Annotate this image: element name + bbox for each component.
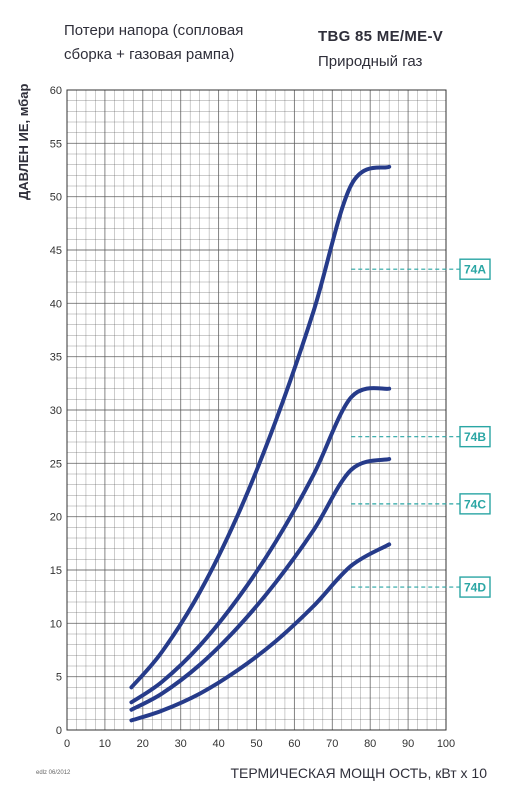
- y-tick-label: 5: [56, 672, 62, 684]
- x-tick-label: 60: [288, 738, 300, 750]
- callout-box-74C: [459, 493, 491, 515]
- x-tick-label: 40: [212, 738, 224, 750]
- callout-label-74A: 74A: [464, 263, 486, 277]
- x-tick-label: 80: [364, 738, 376, 750]
- x-tick-label: 0: [64, 738, 70, 750]
- x-axis-label: ТЕРМИЧЕСКАЯ МОЩН ОСТЬ, кВт x 10: [230, 765, 487, 781]
- series-line-74D: [129, 542, 392, 723]
- callout-box-74D: [459, 576, 491, 598]
- x-tick-label: 50: [250, 738, 262, 750]
- callout-label-74B: 74B: [464, 430, 486, 444]
- y-tick-label: 0: [56, 725, 62, 737]
- y-tick-label: 60: [50, 85, 62, 97]
- edition-note: edlz 06/2012: [36, 770, 71, 776]
- callout-box-74A: [459, 258, 491, 280]
- y-tick-label: 15: [50, 565, 62, 577]
- y-tick-label: 10: [50, 618, 62, 630]
- y-tick-label: 50: [50, 192, 62, 204]
- chart-subtitle-line-1: Потери напора (сопловая: [64, 22, 244, 39]
- y-tick-label: 20: [50, 512, 62, 524]
- callout-label-74C: 74C: [464, 497, 486, 511]
- y-tick-label: 45: [50, 245, 62, 257]
- plot-frame: [66, 89, 447, 731]
- series-line-74A: [129, 164, 392, 690]
- chart-subtitle-line-2: сборка + газовая рампа): [64, 46, 235, 63]
- x-tick-label: 70: [326, 738, 338, 750]
- fuel-type: Природный газ: [318, 53, 423, 70]
- x-tick-label: 100: [437, 738, 455, 750]
- model-title: TBG 85 ME/ME-V: [318, 28, 444, 45]
- y-tick-label: 30: [50, 405, 62, 417]
- x-tick-label: 90: [402, 738, 414, 750]
- y-tick-label: 35: [50, 352, 62, 364]
- x-tick-label: 30: [175, 738, 187, 750]
- y-tick-label: 55: [50, 138, 62, 150]
- y-tick-label: 40: [50, 298, 62, 310]
- callout-label-74D: 74D: [464, 581, 486, 595]
- y-tick-label: 25: [50, 458, 62, 470]
- x-tick-label: 10: [99, 738, 111, 750]
- callout-box-74B: [459, 425, 491, 448]
- x-tick-label: 20: [137, 738, 149, 750]
- series-line-74C: [129, 457, 392, 712]
- series-line-74B: [129, 386, 392, 705]
